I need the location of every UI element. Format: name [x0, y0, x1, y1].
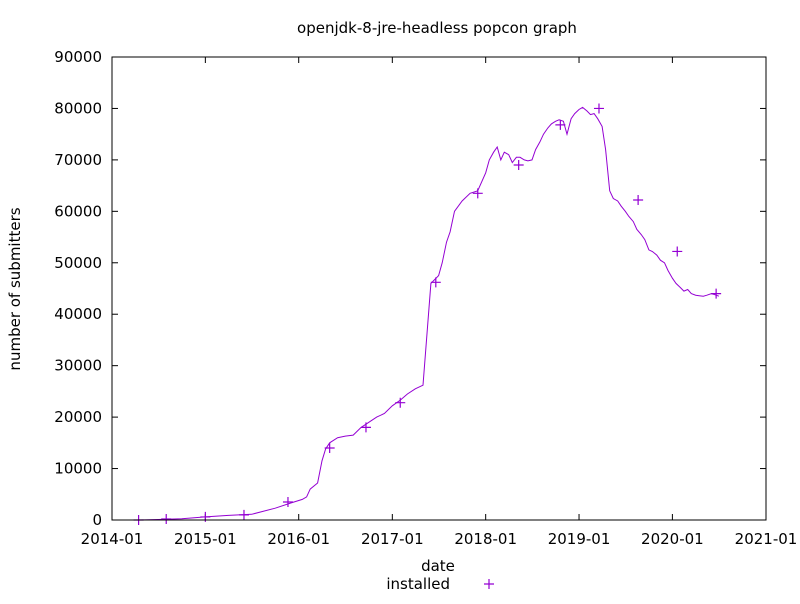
data-point-marker — [513, 160, 524, 171]
x-tick-label: 2019-01 — [548, 530, 611, 548]
data-point-marker — [395, 397, 406, 408]
y-tick-label: 70000 — [54, 151, 102, 169]
data-point-marker — [711, 288, 722, 299]
data-point-marker — [282, 496, 293, 507]
y-tick-label: 20000 — [54, 408, 102, 426]
y-tick-label: 90000 — [54, 48, 102, 66]
y-tick-label: 40000 — [54, 305, 102, 323]
data-point-marker — [324, 442, 335, 453]
data-point-marker — [633, 195, 644, 206]
data-point-marker — [593, 103, 604, 114]
data-point-marker — [161, 513, 172, 524]
x-tick-label: 2014-01 — [81, 530, 144, 548]
data-point-marker — [472, 188, 483, 199]
x-tick-label: 2017-01 — [361, 530, 424, 548]
y-tick-label: 10000 — [54, 460, 102, 478]
data-point-marker — [360, 422, 371, 433]
chart-title: openjdk-8-jre-headless popcon graph — [297, 19, 577, 37]
data-point-marker — [430, 277, 441, 288]
axes: 0 10000 20000 30000 40000 50000 60000 70000 8000… — [54, 48, 797, 548]
y-tick-label: 30000 — [54, 357, 102, 375]
data-point-marker — [672, 246, 683, 257]
y-axis-label: number of submitters — [6, 207, 24, 370]
x-tick-label: 2020-01 — [641, 530, 704, 548]
x-tick-label: 2015-01 — [174, 530, 237, 548]
y-tick-label: 0 — [92, 511, 102, 529]
y-tick-label: 50000 — [54, 254, 102, 272]
plot-frame — [111, 56, 767, 521]
x-axis-label: date — [421, 557, 455, 575]
series-line-installed — [138, 106, 720, 521]
legend-marker — [484, 579, 494, 589]
x-tick-label: 2016-01 — [267, 530, 330, 548]
x-tick-label: 2021-01 — [735, 530, 798, 548]
x-tick-label: 2018-01 — [454, 530, 517, 548]
data-point-marker — [555, 119, 566, 130]
legend-label: installed — [386, 575, 450, 593]
series-layer — [133, 103, 722, 525]
y-tick-label: 80000 — [54, 99, 102, 117]
y-tick-label: 60000 — [54, 202, 102, 220]
legend-plus-icon — [484, 579, 494, 589]
data-point-marker — [238, 509, 249, 520]
